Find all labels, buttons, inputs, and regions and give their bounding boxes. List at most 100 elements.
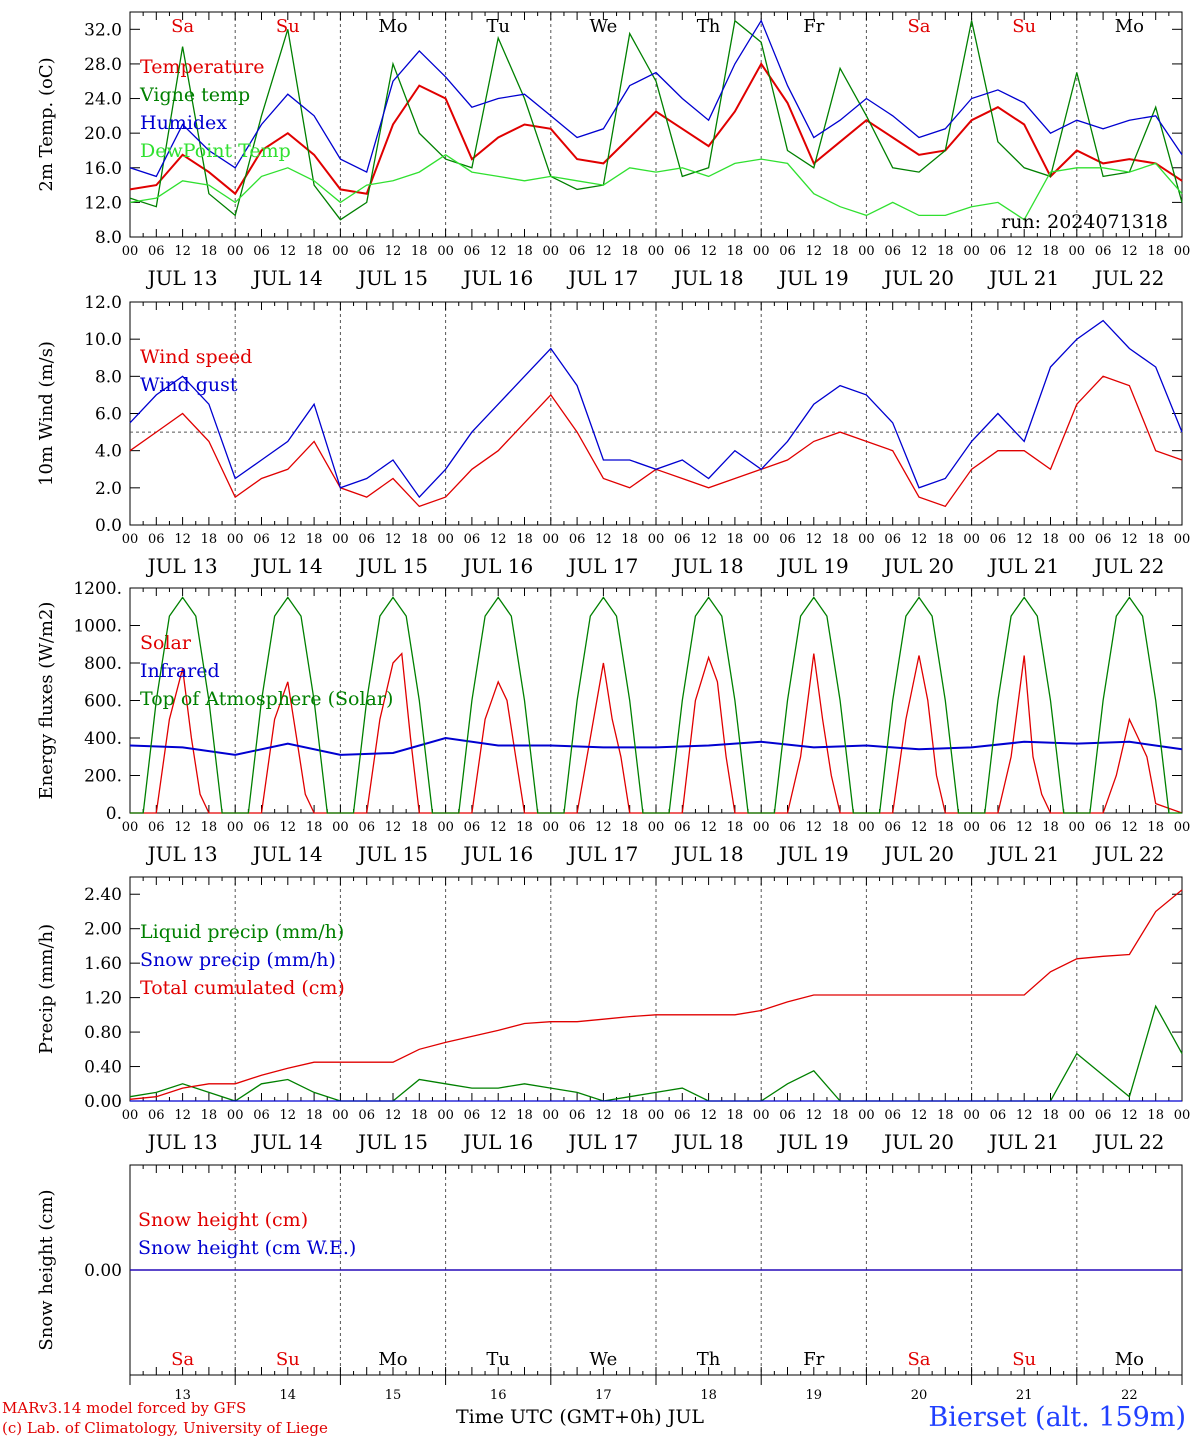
temp-ytick-label: 28.0 [84, 55, 122, 75]
energy-hour-label: 00 [437, 820, 454, 835]
energy-hour-label: 12 [806, 820, 823, 835]
precip-hour-label: 18 [201, 1108, 218, 1123]
wind-ytick-label: 6.0 [95, 405, 122, 425]
model-credit: MARv3.14 model forced by GFS [2, 1399, 247, 1417]
precip-hour-label: 06 [358, 1108, 375, 1123]
precip-hour-label: 06 [884, 1108, 901, 1123]
temp-ytick-label: 16.0 [84, 159, 122, 179]
wind-hour-label: 00 [648, 532, 665, 547]
wind-hour-label: 18 [1147, 532, 1164, 547]
precip-day-label: JUL 14 [251, 1130, 323, 1154]
temp-hour-label: 12 [1121, 244, 1138, 259]
energy-hour-label: 12 [1016, 820, 1033, 835]
temp-legend-0: Temperature [140, 56, 264, 78]
precip-hour-label: 00 [437, 1108, 454, 1123]
snow-weekday-label: Su [1012, 1349, 1036, 1370]
wind-hour-label: 06 [569, 532, 586, 547]
snow-legend-1: Snow height (cm W.E.) [138, 1237, 356, 1259]
energy-day-label: JUL 22 [1092, 842, 1164, 866]
precip-ytick-label: 2.40 [84, 885, 122, 905]
energy-hour-label: 06 [569, 820, 586, 835]
wind-hour-label: 12 [280, 532, 297, 547]
temp-hour-label: 00 [753, 244, 770, 259]
wind-ytick-label: 2.0 [95, 479, 122, 499]
energy-ylabel: Energy fluxes (W/m2) [36, 602, 57, 800]
wind-hour-label: 12 [700, 532, 717, 547]
temp-weekday-label: Tu [486, 16, 510, 37]
station-label: Bierset (alt. 159m) [928, 1402, 1186, 1433]
energy-hour-label: 18 [306, 820, 323, 835]
temp-day-label: JUL 17 [566, 266, 638, 290]
wind-ytick-label: 8.0 [95, 367, 122, 387]
wind-hour-label: 06 [358, 532, 375, 547]
precip-day-label: JUL 17 [566, 1130, 638, 1154]
wind-hour-label: 06 [253, 532, 270, 547]
temp-day-label: JUL 18 [672, 266, 744, 290]
snow-weekday-label: Su [276, 1349, 300, 1370]
temp-weekday-label: Th [697, 16, 721, 37]
energy-day-label: JUL 20 [882, 842, 954, 866]
precip-hour-label: 06 [990, 1108, 1007, 1123]
snow-day-number: 17 [595, 1388, 612, 1403]
precip-ytick-label: 2.00 [84, 920, 122, 940]
snow-day-number: 19 [806, 1388, 823, 1403]
precip-hour-label: 12 [174, 1108, 191, 1123]
temp-hour-label: 18 [832, 244, 849, 259]
wind-day-label: JUL 17 [566, 554, 638, 578]
temp-series-3 [129, 154, 1183, 221]
temp-ylabel: 2m Temp. (oC) [36, 57, 57, 191]
energy-legend-0: Solar [140, 632, 192, 654]
temp-day-label: JUL 13 [146, 266, 218, 290]
temp-hour-label: 12 [280, 244, 297, 259]
temp-hour-label: 06 [1095, 244, 1112, 259]
precip-hour-label: 12 [385, 1108, 402, 1123]
snow-ylabel: Snow height (cm) [36, 1189, 57, 1350]
precip-hour-label: 12 [806, 1108, 823, 1123]
temp-series-2 [129, 19, 1183, 178]
run-label: run: 2024071318 [1001, 211, 1168, 233]
wind-day-label: JUL 22 [1092, 554, 1164, 578]
energy-ytick-label: 200. [84, 767, 122, 787]
precip-hour-label: 06 [779, 1108, 796, 1123]
snow-weekday-label: Sa [171, 1349, 194, 1370]
energy-hour-label: 12 [280, 820, 297, 835]
energy-hour-label: 12 [385, 820, 402, 835]
energy-hour-label: 12 [700, 820, 717, 835]
wind-hour-label: 06 [674, 532, 691, 547]
x-axis-title: Time UTC (GMT+0h) JUL [456, 1406, 704, 1428]
wind-day-label: JUL 15 [356, 554, 428, 578]
snow-weekday-label: Tu [486, 1349, 510, 1370]
temp-hour-label: 18 [306, 244, 323, 259]
precip-hour-label: 12 [280, 1108, 297, 1123]
temp-hour-label: 00 [437, 244, 454, 259]
wind-hour-label: 00 [753, 532, 770, 547]
energy-day-label: JUL 19 [777, 842, 849, 866]
temp-hour-label: 00 [1069, 244, 1086, 259]
temp-hour-label: 12 [174, 244, 191, 259]
precip-day-label: JUL 16 [461, 1130, 533, 1154]
temp-hour-label: 18 [1147, 244, 1164, 259]
temp-day-label: JUL 22 [1092, 266, 1164, 290]
precip-hour-label: 00 [753, 1108, 770, 1123]
wind-hour-label: 12 [806, 532, 823, 547]
energy-hour-label: 18 [1042, 820, 1059, 835]
wind-hour-label: 00 [858, 532, 875, 547]
energy-hour-label: 18 [1147, 820, 1164, 835]
wind-hour-label: 00 [963, 532, 980, 547]
temp-series-0 [129, 61, 1183, 196]
temp-hour-label: 18 [1042, 244, 1059, 259]
precip-ytick-label: 0.80 [84, 1023, 122, 1043]
wind-hour-label: 06 [990, 532, 1007, 547]
temp-hour-label: 00 [543, 244, 560, 259]
snow-weekday-label: Mo [378, 1349, 407, 1370]
energy-hour-label: 18 [937, 820, 954, 835]
temp-hour-label: 12 [806, 244, 823, 259]
energy-hour-label: 12 [490, 820, 507, 835]
precip-day-label: JUL 19 [777, 1130, 849, 1154]
temp-hour-label: 00 [858, 244, 875, 259]
precip-hour-label: 18 [411, 1108, 428, 1123]
energy-day-label: JUL 15 [356, 842, 428, 866]
temp-hour-label: 12 [1016, 244, 1033, 259]
wind-hour-label: 18 [201, 532, 218, 547]
temp-day-label: JUL 14 [251, 266, 323, 290]
